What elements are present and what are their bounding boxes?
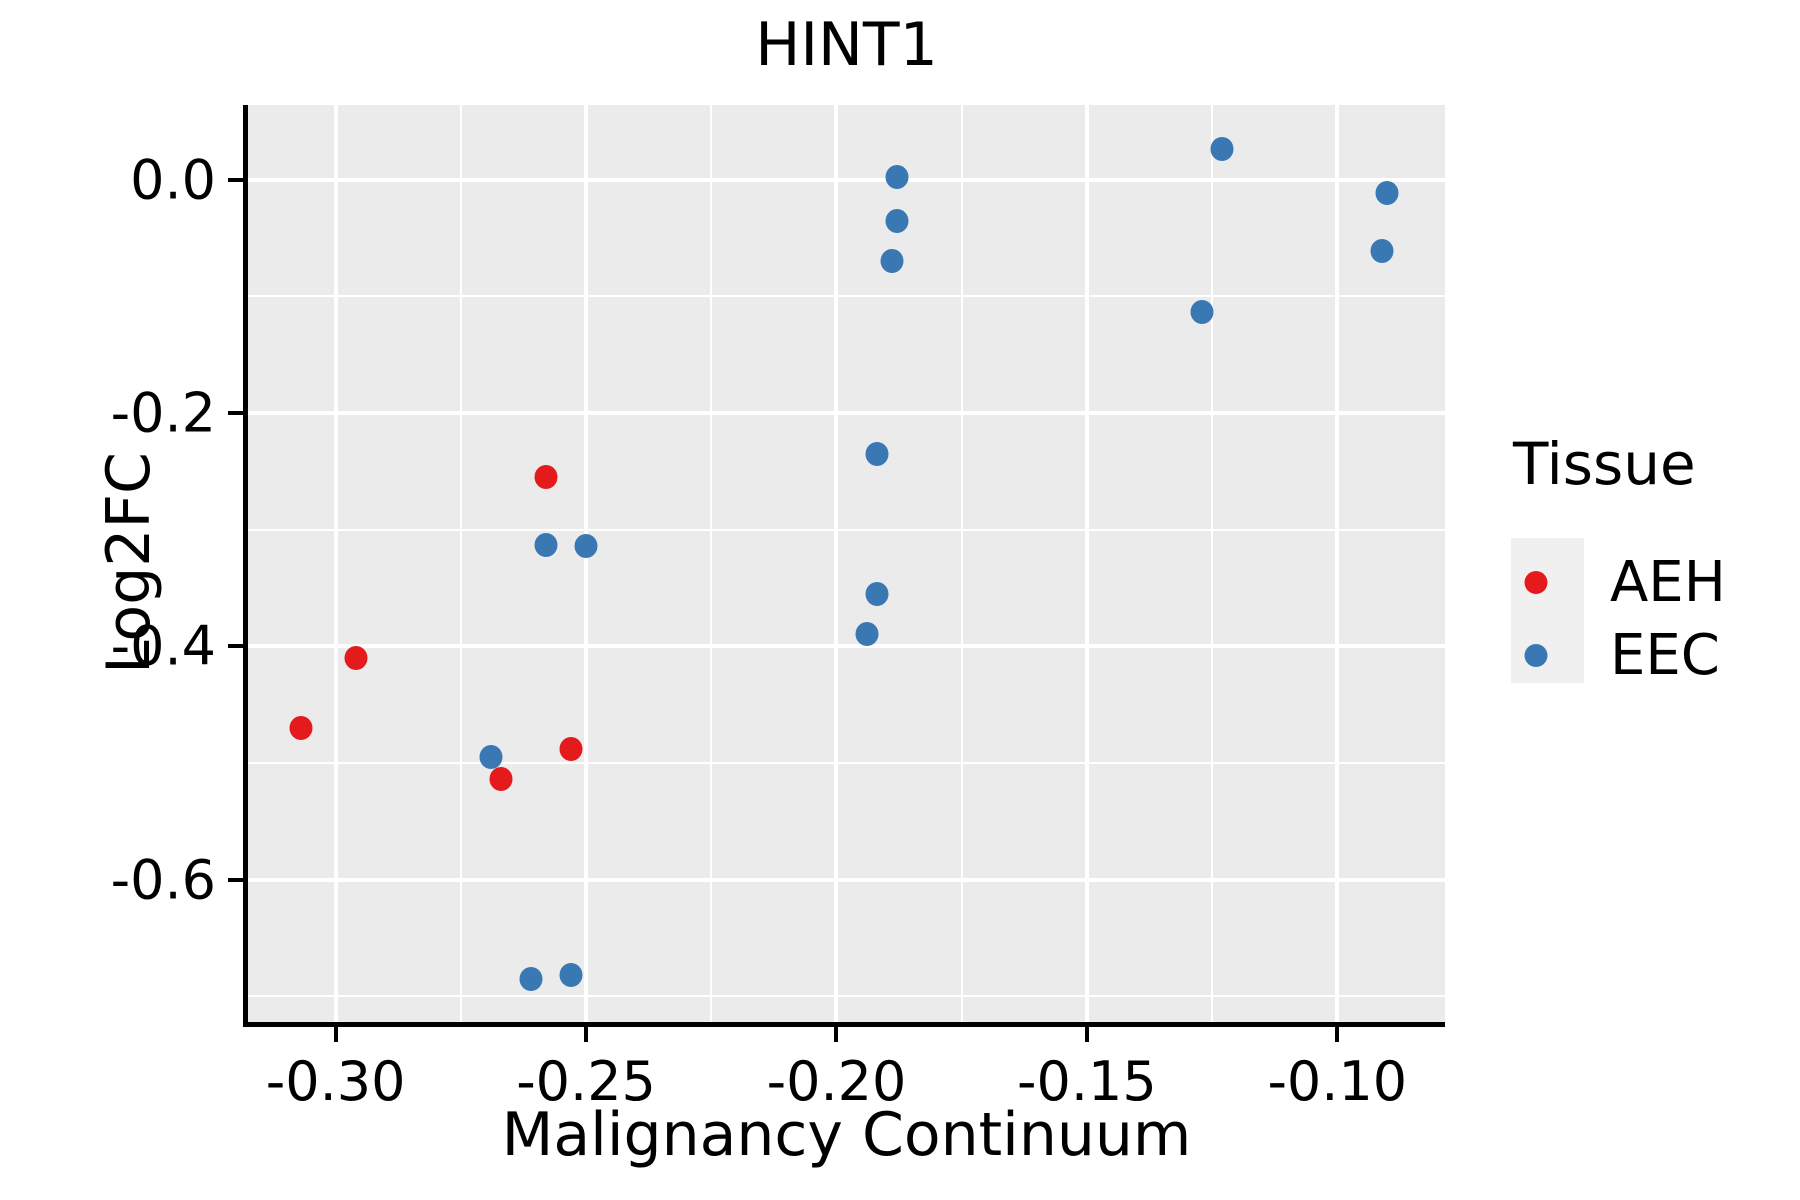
legend-item-eec: EEC [1505, 619, 1795, 691]
data-point-eec [885, 208, 909, 233]
data-point-eec [479, 745, 503, 770]
data-point-eec [880, 249, 904, 274]
minor-gridline-y [248, 295, 1445, 298]
data-point-eec [519, 966, 543, 991]
legend-item-aeh: AEH [1505, 546, 1795, 618]
y-tick-label: -0.6 [110, 848, 216, 912]
data-point-eec [1190, 299, 1214, 324]
y-tick [228, 177, 243, 182]
x-axis-line [243, 1022, 1445, 1027]
data-point-eec [1370, 238, 1394, 263]
y-tick-label: 0.0 [130, 148, 216, 212]
y-axis-line [243, 105, 248, 1027]
minor-gridline-y [248, 762, 1445, 764]
data-point-eec [1375, 180, 1399, 205]
y-tick-label: -0.4 [110, 614, 216, 678]
legend-dot-eec [1524, 643, 1548, 667]
data-point-eec [559, 963, 583, 988]
major-gridline-x [333, 105, 338, 1022]
minor-gridline-x [710, 105, 713, 1022]
x-axis-title: Malignancy Continuum [501, 1100, 1192, 1170]
data-point-eec [865, 581, 889, 606]
y-tick [228, 411, 243, 415]
plot-panel [248, 105, 1445, 1022]
major-gridline-y [248, 411, 1445, 415]
x-tick-label: -0.25 [516, 1050, 656, 1113]
major-gridline-x [584, 105, 589, 1022]
x-tick-label: -0.30 [265, 1050, 406, 1113]
x-tick [584, 1027, 589, 1042]
data-point-aeh [534, 465, 558, 490]
data-point-aeh [289, 716, 313, 740]
data-point-eec [855, 621, 879, 646]
y-tick [228, 644, 243, 649]
data-point-aeh [559, 737, 583, 761]
chart-title: HINT1 [755, 10, 938, 80]
legend: Tissue AEH EEC [1505, 430, 1795, 688]
data-point-eec [885, 165, 909, 190]
legend-label: EEC [1610, 622, 1720, 688]
major-gridline-x [1084, 105, 1089, 1022]
data-point-aeh [489, 767, 513, 792]
minor-gridline-y [248, 528, 1445, 531]
major-gridline-y [248, 177, 1445, 182]
major-gridline-x [834, 105, 839, 1022]
minor-gridline-x [960, 105, 963, 1022]
x-tick-label: -0.10 [1267, 1050, 1408, 1113]
x-tick-label: -0.20 [766, 1050, 907, 1113]
x-tick [1084, 1027, 1089, 1042]
legend-label: AEH [1610, 549, 1726, 615]
x-tick [1335, 1027, 1340, 1042]
legend-key-background [1511, 538, 1584, 683]
data-point-eec [534, 532, 558, 557]
y-tick [228, 877, 243, 882]
legend-dot-aeh [1524, 570, 1548, 594]
minor-gridline-y [248, 995, 1445, 998]
x-tick [333, 1027, 338, 1042]
major-gridline-x [1335, 105, 1340, 1022]
major-gridline-y [248, 644, 1445, 649]
minor-gridline-x [459, 105, 462, 1022]
data-point-eec [1210, 137, 1234, 162]
data-point-eec [574, 534, 598, 558]
data-point-aeh [344, 646, 368, 670]
minor-gridline-x [1211, 105, 1214, 1022]
major-gridline-y [248, 877, 1445, 882]
y-tick-label: -0.2 [110, 381, 216, 445]
legend-title: Tissue [1513, 430, 1696, 498]
data-point-eec [865, 441, 889, 466]
x-tick-label: -0.15 [1017, 1050, 1157, 1113]
x-tick [834, 1027, 839, 1042]
